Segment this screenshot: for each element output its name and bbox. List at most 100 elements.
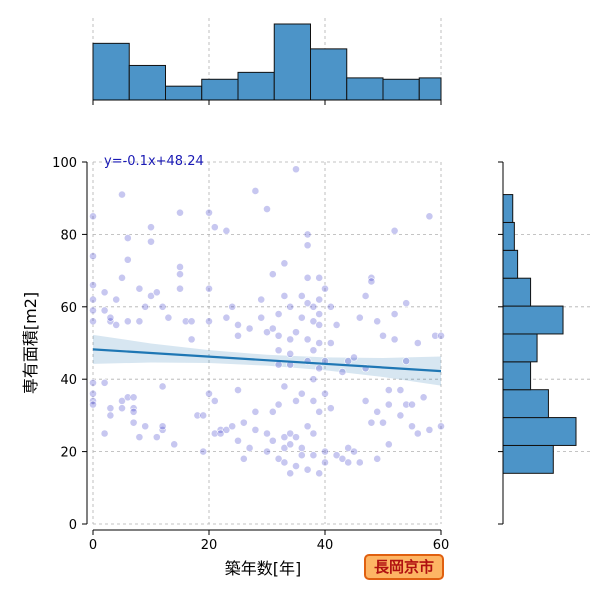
scatter-point <box>210 429 219 438</box>
scatter-point <box>205 208 213 217</box>
scatter-point <box>135 284 144 293</box>
scatter-point <box>123 255 132 264</box>
regression-line <box>92 348 442 373</box>
scatter-point <box>239 418 248 427</box>
y-axis-label: 専有面積[m2] <box>21 292 40 394</box>
y-tick-label: 100 <box>52 156 77 171</box>
scatter-point <box>315 407 324 416</box>
scatter-point <box>338 368 347 376</box>
y-hist-bar <box>502 444 554 474</box>
scatter-point <box>309 397 318 405</box>
scatter-point <box>234 320 242 329</box>
scatter-point <box>89 317 97 326</box>
scatter-point <box>280 458 289 467</box>
scatter-point <box>321 458 329 467</box>
scatter-point <box>89 400 97 409</box>
scatter-point <box>292 397 300 405</box>
scatter-point <box>123 234 132 242</box>
scatter-point <box>129 418 138 427</box>
scatter-point <box>344 444 353 452</box>
y-hist-bar <box>502 417 577 446</box>
scatter-point <box>303 422 312 431</box>
x-hist-bar <box>346 77 384 101</box>
scatter-point <box>257 313 266 322</box>
scatter-point <box>326 339 335 347</box>
scatter-point <box>89 281 97 289</box>
scatter-point <box>297 313 306 322</box>
scatter-point <box>408 400 416 409</box>
scatter-point <box>309 451 318 460</box>
scatter-point <box>297 292 306 300</box>
scatter-point <box>263 205 271 213</box>
grid <box>92 18 590 525</box>
x-hist-bar <box>273 23 311 101</box>
y-hist-bar <box>502 389 549 419</box>
scatter-point <box>321 447 329 456</box>
scatter-point <box>268 436 277 445</box>
scatter-point <box>292 433 300 442</box>
scatter-point <box>176 208 184 217</box>
scatter-point <box>234 436 242 445</box>
scatter-point <box>425 425 434 434</box>
scatter-point <box>205 389 213 398</box>
scatter-point <box>280 259 289 268</box>
y-hist-bar <box>502 361 532 391</box>
scatter-point <box>419 393 428 402</box>
regression-line-group <box>92 348 442 373</box>
scatter-point <box>297 444 306 452</box>
scatter-point <box>286 349 295 358</box>
scatter-point <box>100 378 109 387</box>
y-marginal-histogram <box>502 194 577 474</box>
x-hist-bar <box>92 42 130 101</box>
scatter-point <box>303 273 312 282</box>
y-tick-label: 20 <box>60 446 77 461</box>
scatter-point <box>147 223 155 232</box>
scatter-point <box>129 393 138 402</box>
scatter-point <box>297 389 306 398</box>
scatter-point <box>332 451 341 460</box>
scatter-point <box>292 165 300 174</box>
x-hist-bar <box>201 78 239 101</box>
scatter-point <box>234 331 242 340</box>
y-tick-label: 60 <box>60 301 77 316</box>
scatter-point <box>123 393 132 402</box>
y-hist-bar <box>502 333 538 363</box>
scatter-point <box>390 226 399 235</box>
scatter-point <box>210 397 219 405</box>
y-hist-bar <box>502 249 519 279</box>
scatter-point <box>280 444 289 452</box>
scatter-point <box>303 465 312 474</box>
scatter-point <box>315 295 324 304</box>
scatter-point <box>158 302 167 311</box>
scatter-point <box>106 404 115 413</box>
scatter-point <box>326 302 335 311</box>
scatter-point <box>118 273 126 282</box>
x-axis-label: 築年数[年] <box>225 559 302 578</box>
scatter-point <box>309 375 318 384</box>
scatter-point <box>274 310 283 318</box>
scatter-point <box>147 292 155 300</box>
scatter-point <box>286 335 295 344</box>
scatter-point <box>274 454 283 463</box>
scatter-point <box>315 273 324 282</box>
scatter-point <box>303 299 312 308</box>
scatter-point <box>350 447 358 456</box>
scatter-point <box>228 302 237 311</box>
scatter-point <box>309 302 318 311</box>
scatter-point <box>344 458 353 467</box>
scatter-point <box>222 425 231 434</box>
axes <box>82 99 504 535</box>
scatter-point <box>176 270 184 279</box>
scatter-point <box>373 407 382 416</box>
scatter-point <box>199 411 208 420</box>
scatter-point <box>384 386 393 394</box>
scatter-point <box>135 317 144 326</box>
scatter-point <box>437 422 445 431</box>
scatter-point <box>315 469 324 478</box>
scatter-point <box>408 422 416 431</box>
scatter-point <box>89 212 97 221</box>
y-tick-label: 0 <box>69 518 77 533</box>
scatter-point <box>402 357 411 365</box>
